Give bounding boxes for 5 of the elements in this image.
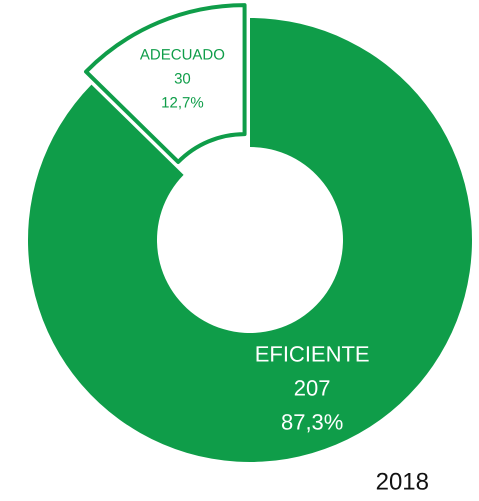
slice-label: EFICIENTE — [254, 341, 370, 366]
slice-label: ADECUADO — [140, 46, 225, 64]
text: 2018 — [376, 468, 429, 496]
data-label: 30 12,7% — [161, 70, 204, 112]
data-label: 207 87,3% — [280, 375, 344, 434]
